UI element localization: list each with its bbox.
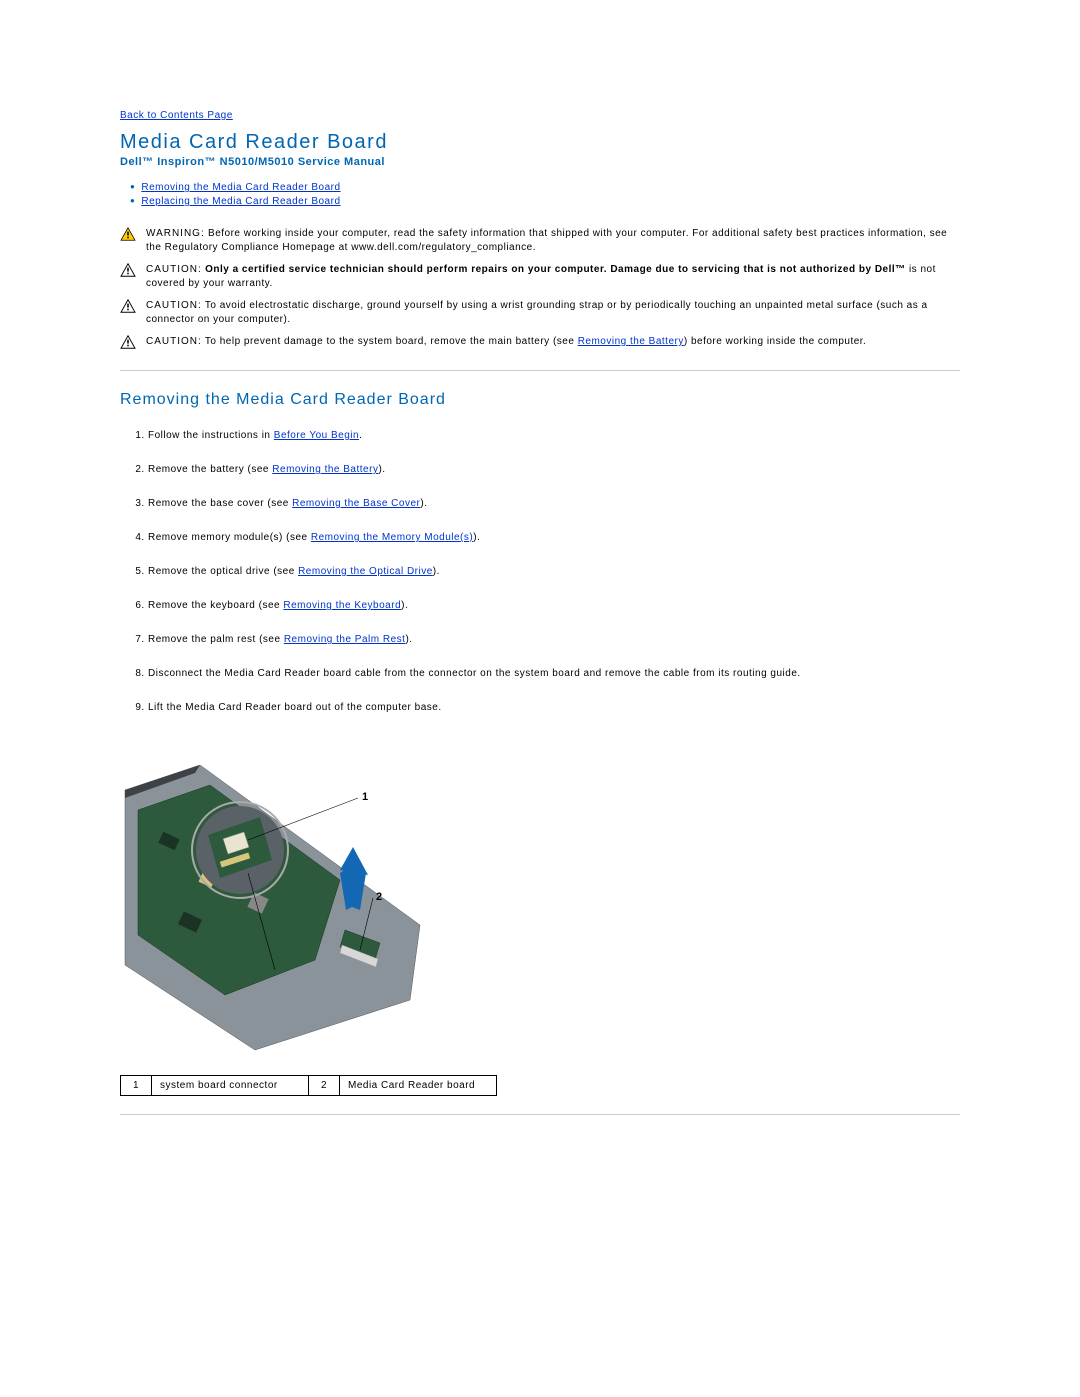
caution-icon xyxy=(120,263,138,280)
step-item: Remove the base cover (see Removing the … xyxy=(148,497,960,511)
alert-label: CAUTION: xyxy=(146,264,202,275)
alert-text-bold: Only a certified service technician shou… xyxy=(205,264,906,275)
warning-icon xyxy=(120,227,138,244)
step-item: Remove memory module(s) (see Removing th… xyxy=(148,531,960,545)
removing-keyboard-link[interactable]: Removing the Keyboard xyxy=(283,600,401,611)
alert-text-pre: To help prevent damage to the system boa… xyxy=(205,336,578,347)
step-item: Remove the palm rest (see Removing the P… xyxy=(148,633,960,647)
steps-list: Follow the instructions in Before You Be… xyxy=(120,429,960,715)
before-you-begin-link[interactable]: Before You Begin xyxy=(274,430,359,441)
step-item: Follow the instructions in Before You Be… xyxy=(148,429,960,443)
removing-palm-rest-link[interactable]: Removing the Palm Rest xyxy=(284,634,406,645)
removing-memory-modules-link[interactable]: Removing the Memory Module(s) xyxy=(311,532,473,543)
page-subtitle: Dell™ Inspiron™ N5010/M5010 Service Manu… xyxy=(120,156,960,168)
alert-caution: CAUTION: To avoid electrostatic discharg… xyxy=(120,299,960,327)
figure-illustration: 1 2 xyxy=(120,735,440,1055)
legend-num: 2 xyxy=(309,1076,340,1096)
alert-label: CAUTION: xyxy=(146,300,202,311)
alert-label: WARNING: xyxy=(146,228,205,239)
step-item: Lift the Media Card Reader board out of … xyxy=(148,701,960,715)
removing-base-cover-link[interactable]: Removing the Base Cover xyxy=(292,498,420,509)
removing-battery-link[interactable]: Removing the Battery xyxy=(578,336,684,347)
legend-label: system board connector xyxy=(152,1076,309,1096)
alert-caution: CAUTION: Only a certified service techni… xyxy=(120,263,960,291)
step-item: Remove the keyboard (see Removing the Ke… xyxy=(148,599,960,613)
toc-list: Removing the Media Card Reader Board Rep… xyxy=(120,182,960,207)
alert-text-post: ) before working inside the computer. xyxy=(684,336,866,347)
alert-text: To avoid electrostatic discharge, ground… xyxy=(146,300,928,325)
removing-battery-link[interactable]: Removing the Battery xyxy=(272,464,378,475)
figure-legend-table: 1 system board connector 2 Media Card Re… xyxy=(120,1075,497,1096)
callout-1: 1 xyxy=(362,791,369,803)
toc-link-removing[interactable]: Removing the Media Card Reader Board xyxy=(141,182,340,193)
step-item: Disconnect the Media Card Reader board c… xyxy=(148,667,960,681)
alert-label: CAUTION: xyxy=(146,336,202,347)
page-title: Media Card Reader Board xyxy=(120,131,960,154)
alert-caution: CAUTION: To help prevent damage to the s… xyxy=(120,335,960,352)
removing-optical-drive-link[interactable]: Removing the Optical Drive xyxy=(298,566,433,577)
alert-warning: WARNING: Before working inside your comp… xyxy=(120,227,960,255)
callout-2: 2 xyxy=(376,891,383,903)
caution-icon xyxy=(120,335,138,352)
divider xyxy=(120,370,960,371)
section-heading: Removing the Media Card Reader Board xyxy=(120,391,960,409)
toc-link-replacing[interactable]: Replacing the Media Card Reader Board xyxy=(141,196,340,207)
caution-icon xyxy=(120,299,138,316)
legend-label: Media Card Reader board xyxy=(340,1076,497,1096)
divider xyxy=(120,1114,960,1115)
alert-text: Before working inside your computer, rea… xyxy=(146,228,947,253)
step-item: Remove the optical drive (see Removing t… xyxy=(148,565,960,579)
legend-num: 1 xyxy=(121,1076,152,1096)
step-item: Remove the battery (see Removing the Bat… xyxy=(148,463,960,477)
back-to-contents-link[interactable]: Back to Contents Page xyxy=(120,110,233,121)
